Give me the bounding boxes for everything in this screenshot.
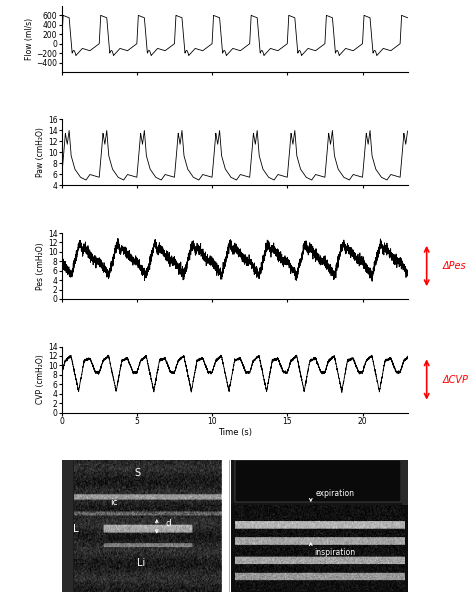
Text: ΔPes: ΔPes <box>442 261 466 271</box>
Y-axis label: Flow (ml/s): Flow (ml/s) <box>25 18 34 60</box>
Text: Li: Li <box>137 558 146 568</box>
Y-axis label: Paw (cmH₂O): Paw (cmH₂O) <box>36 127 45 178</box>
Y-axis label: CVP (cmH₂O): CVP (cmH₂O) <box>36 355 45 404</box>
Y-axis label: Pes (cmH₂O): Pes (cmH₂O) <box>36 242 45 290</box>
Text: ΔCVP: ΔCVP <box>442 374 468 385</box>
Text: expiration: expiration <box>316 489 355 498</box>
Text: ic: ic <box>109 498 118 507</box>
Text: d: d <box>165 519 171 528</box>
Text: L: L <box>73 524 78 533</box>
Bar <box>62 460 221 592</box>
Text: inspiration: inspiration <box>314 548 356 557</box>
Text: S: S <box>135 468 141 478</box>
X-axis label: Time (s): Time (s) <box>218 428 252 438</box>
Bar <box>235 460 401 502</box>
Bar <box>402 460 408 592</box>
Bar <box>231 460 408 592</box>
Bar <box>231 505 408 592</box>
Bar <box>62 460 73 592</box>
